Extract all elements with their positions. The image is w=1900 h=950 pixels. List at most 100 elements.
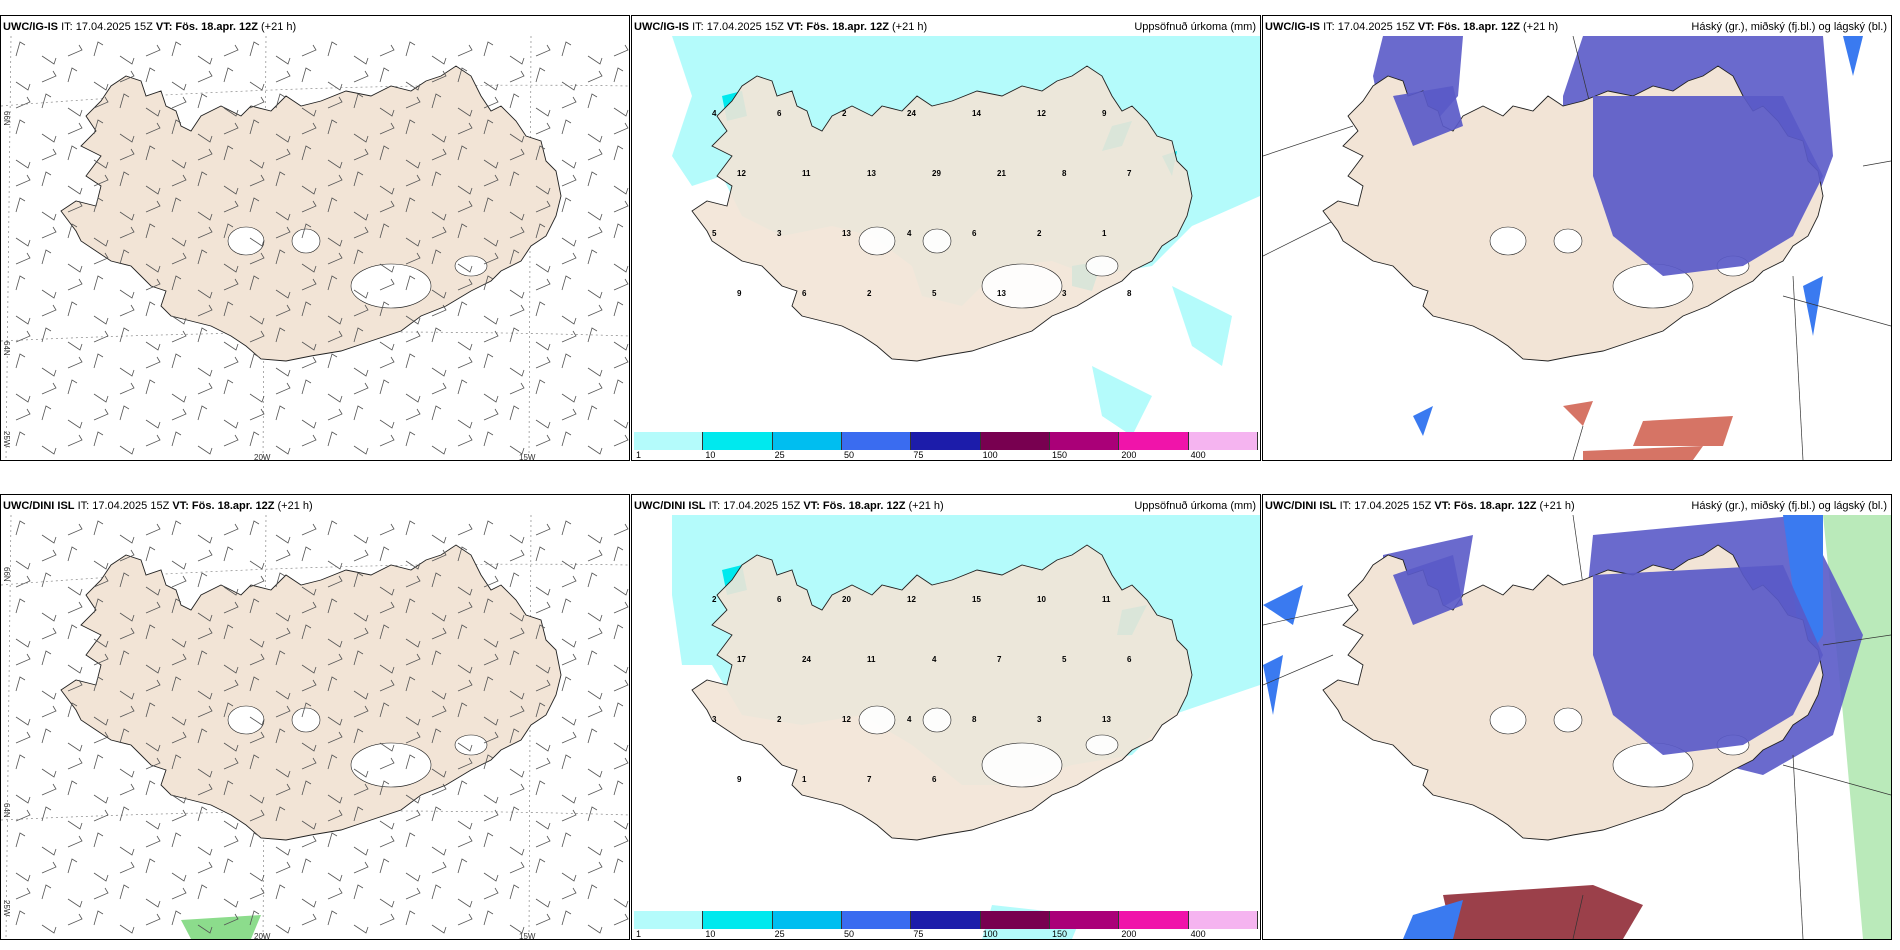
wind-barb (301, 664, 317, 674)
cloud-low-red-area (1563, 401, 1733, 460)
precip-value: 9 (737, 775, 742, 784)
wind-barb (15, 887, 31, 900)
wind-barb (15, 408, 31, 421)
panel-wind-bottom: UWC/DINI ISL IT: 17.04.2025 15Z VT: Fös.… (0, 494, 630, 940)
colorbar-label: 1 (636, 929, 642, 939)
wind-barb (67, 341, 83, 351)
wind-barb (197, 304, 213, 317)
wind-barb (327, 910, 338, 926)
wind-barb (613, 820, 629, 830)
wind-barb (275, 768, 291, 778)
wind-barb (93, 598, 104, 614)
wind-barb (93, 119, 104, 135)
wind-barb (587, 650, 598, 666)
glacier (922, 707, 952, 733)
precip-value: 6 (777, 109, 782, 118)
wind-barb (197, 148, 213, 161)
wind-barb (379, 624, 390, 640)
wind-barb (145, 434, 161, 447)
wind-barb (41, 226, 57, 239)
wind-barb (171, 560, 187, 570)
wind-barb (197, 405, 208, 421)
glacier (1553, 707, 1583, 733)
precip-value: 12 (842, 715, 851, 724)
wind-barb (145, 624, 156, 640)
wind-barb (119, 211, 135, 221)
wind-barb (561, 716, 577, 726)
wind-barb (405, 275, 416, 291)
wind-barb (67, 185, 83, 195)
wind-barb (457, 586, 473, 596)
wind-barb (457, 858, 468, 874)
wind-barb (509, 148, 525, 161)
wind-barb (301, 107, 317, 117)
wind-barb (613, 223, 624, 239)
precip-value: 2 (867, 289, 872, 298)
wind-barb (171, 119, 182, 135)
wind-barb (457, 679, 473, 692)
wind-barb (171, 598, 182, 614)
wind-barb (145, 107, 161, 117)
wind-barb (353, 405, 364, 421)
wind-barb (561, 887, 577, 900)
wind-barb (431, 650, 442, 666)
iceland-landmass (60, 65, 562, 362)
wind-barb (509, 367, 525, 377)
wind-barb (587, 93, 598, 109)
wind-barb (587, 226, 603, 239)
wind-barb (535, 44, 551, 57)
wind-barb (145, 200, 161, 213)
wind-barb (275, 728, 286, 744)
wind-barb (535, 145, 546, 161)
wind-barb (171, 910, 182, 926)
wind-barb (353, 612, 369, 622)
wind-barb (301, 67, 312, 83)
wind-barb (41, 549, 57, 562)
wind-barb (535, 858, 546, 874)
wind-barb (171, 872, 187, 882)
wind-barb (353, 382, 369, 395)
wind-barb (67, 145, 78, 161)
wind-barb (119, 924, 135, 934)
wind-barb (223, 780, 234, 796)
wind-barb (171, 275, 182, 291)
wind-barb (275, 226, 291, 239)
wind-barb (457, 835, 473, 848)
wind-barb (15, 716, 31, 726)
wind-barb (119, 650, 130, 666)
wind-barb (327, 315, 343, 325)
wind-barb (301, 122, 317, 135)
wind-barb (275, 133, 291, 143)
wind-barb (249, 638, 265, 648)
wind-barb (41, 445, 57, 455)
wind-barb (353, 690, 369, 700)
wind-barb (457, 122, 473, 135)
wind-barb (431, 93, 442, 109)
wind-barb (431, 211, 447, 221)
wind-barb (145, 898, 161, 908)
wind-barb (405, 408, 421, 421)
wind-barb (301, 679, 317, 692)
wind-barb (223, 898, 239, 908)
wind-barb (613, 858, 624, 874)
panel-wind-top: UWC/IG-IS IT: 17.04.2025 15Z VT: Fös. 18… (0, 15, 630, 461)
wind-barb (587, 534, 603, 544)
wind-barb (223, 434, 239, 447)
wind-barb (561, 653, 577, 666)
wind-barb (145, 301, 156, 317)
wind-barb (275, 627, 291, 640)
wind-barb (119, 572, 130, 588)
wind-barb (613, 913, 629, 926)
wind-barb (431, 304, 447, 317)
wind-barb (197, 55, 213, 65)
wind-barb (145, 780, 156, 796)
colorbar-label: 25 (774, 929, 785, 939)
wind-barbs (15, 41, 629, 455)
wind-barb (509, 572, 520, 588)
wind-barb (15, 754, 26, 770)
wind-barb (587, 445, 603, 455)
wind-barb (457, 67, 468, 83)
wind-barb (223, 122, 239, 135)
wind-barb (249, 809, 265, 822)
